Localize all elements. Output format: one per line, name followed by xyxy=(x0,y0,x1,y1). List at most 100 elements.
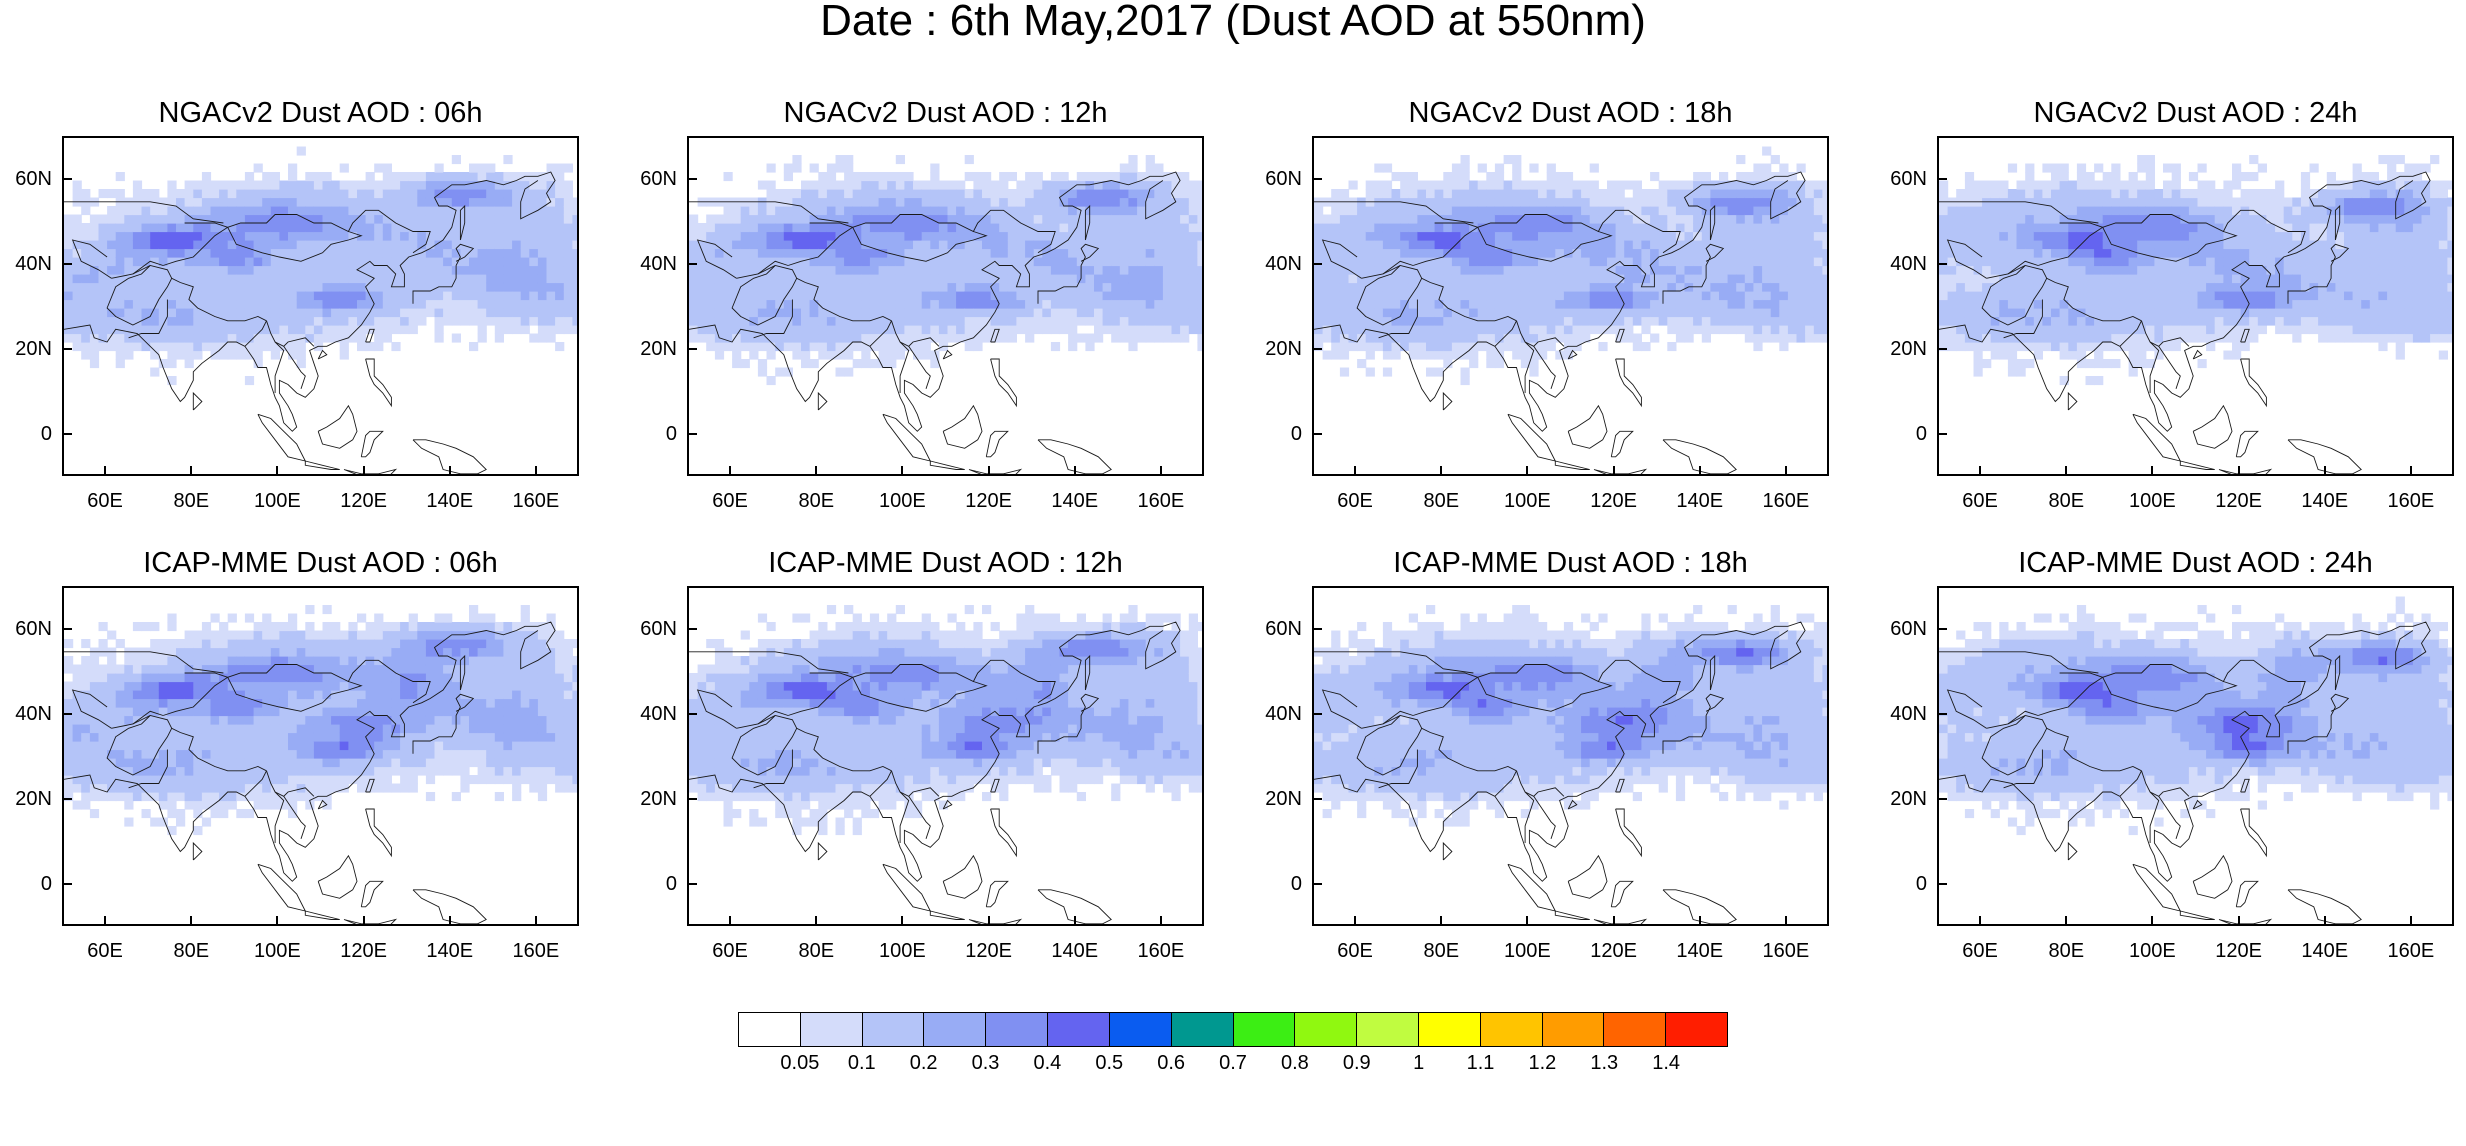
aod-cell xyxy=(1349,334,1358,343)
aod-cell xyxy=(1762,249,1771,258)
aod-cell xyxy=(366,300,375,309)
aod-cell xyxy=(999,189,1008,198)
aod-cell xyxy=(1331,342,1340,351)
aod-cell xyxy=(930,172,939,181)
aod-cell xyxy=(1762,308,1771,317)
aod-cell xyxy=(1180,240,1189,249)
aod-cell xyxy=(2353,300,2362,309)
aod-cell xyxy=(2008,368,2017,377)
panel-title: NGACv2 Dust AOD : 12h xyxy=(687,96,1204,130)
aod-cell xyxy=(2154,334,2163,343)
aod-cell xyxy=(391,325,400,334)
aod-cell xyxy=(572,308,579,317)
aod-cell xyxy=(792,342,801,351)
aod-cell xyxy=(1805,249,1814,258)
aod-cell xyxy=(1025,300,1034,309)
aod-cell xyxy=(305,232,314,241)
aod-cell xyxy=(81,334,90,343)
aod-cell xyxy=(1314,249,1323,258)
aod-cell xyxy=(2060,376,2069,385)
aod-cell xyxy=(2318,274,2327,283)
aod-cell xyxy=(1805,232,1814,241)
aod-cell xyxy=(973,308,982,317)
aod-cell xyxy=(1753,198,1762,207)
aod-cell xyxy=(142,274,151,283)
aod-cell xyxy=(2086,172,2095,181)
aod-cell xyxy=(948,181,957,190)
aod-cell xyxy=(715,215,724,224)
aod-cell xyxy=(1581,206,1590,215)
aod-cell xyxy=(1581,181,1590,190)
aod-cell xyxy=(1736,300,1745,309)
aod-cell xyxy=(1452,283,1461,292)
aod-cell xyxy=(1172,206,1181,215)
aod-cell xyxy=(391,342,400,351)
aod-cell xyxy=(1340,257,1349,266)
aod-cell xyxy=(1469,283,1478,292)
aod-cell xyxy=(698,300,707,309)
aod-cell xyxy=(185,359,194,368)
aod-cell xyxy=(1573,189,1582,198)
aod-cell xyxy=(1435,368,1444,377)
aod-cell xyxy=(2180,223,2189,232)
aod-cell xyxy=(2163,257,2172,266)
aod-cell xyxy=(2378,215,2387,224)
aod-cell xyxy=(245,232,254,241)
aod-cell xyxy=(1529,181,1538,190)
aod-cell xyxy=(426,257,435,266)
aod-cell xyxy=(1366,317,1375,326)
aod-cell xyxy=(2172,317,2181,326)
aod-cell xyxy=(836,198,845,207)
aod-cell xyxy=(2378,240,2387,249)
aod-cell xyxy=(827,257,836,266)
aod-cell xyxy=(2025,274,2034,283)
aod-cell xyxy=(245,172,254,181)
aod-cell xyxy=(1469,257,1478,266)
aod-cell xyxy=(939,232,948,241)
aod-cell xyxy=(1573,232,1582,241)
aod-cell xyxy=(1753,206,1762,215)
aod-cell xyxy=(749,257,758,266)
aod-cell xyxy=(2129,240,2138,249)
y-tick-mark xyxy=(1312,348,1322,350)
aod-cell xyxy=(1409,325,1418,334)
aod-cell xyxy=(2198,198,2207,207)
aod-cell xyxy=(1590,283,1599,292)
aod-cell xyxy=(1060,266,1069,275)
aod-cell xyxy=(495,274,504,283)
aod-cell xyxy=(2249,232,2258,241)
aod-cell xyxy=(1409,249,1418,258)
aod-cell xyxy=(2249,291,2258,300)
aod-cell xyxy=(2292,308,2301,317)
aod-cell xyxy=(2223,189,2232,198)
aod-cell xyxy=(1991,181,2000,190)
aod-cell xyxy=(2060,232,2069,241)
aod-cell xyxy=(741,257,750,266)
aod-cell xyxy=(784,342,793,351)
aod-cell xyxy=(2344,274,2353,283)
aod-cell xyxy=(236,249,245,258)
aod-cell xyxy=(2404,198,2413,207)
aod-cell xyxy=(1392,249,1401,258)
aod-cell xyxy=(1103,215,1112,224)
aod-cell xyxy=(529,215,538,224)
aod-cell xyxy=(818,206,827,215)
aod-cell xyxy=(503,223,512,232)
aod-cell xyxy=(1331,308,1340,317)
aod-cell xyxy=(1762,223,1771,232)
aod-cell xyxy=(2413,215,2422,224)
aod-cell xyxy=(724,215,733,224)
aod-cell xyxy=(1797,325,1806,334)
aod-cell xyxy=(2335,291,2344,300)
aod-cell xyxy=(1521,325,1530,334)
aod-cell xyxy=(1374,215,1383,224)
aod-cell xyxy=(279,317,288,326)
aod-cell xyxy=(827,351,836,360)
aod-cell xyxy=(2068,283,2077,292)
aod-cell xyxy=(1349,181,1358,190)
aod-cell xyxy=(2404,325,2413,334)
aod-cell xyxy=(107,325,116,334)
aod-cell xyxy=(801,240,810,249)
aod-cell xyxy=(827,206,836,215)
aod-cell xyxy=(202,198,211,207)
